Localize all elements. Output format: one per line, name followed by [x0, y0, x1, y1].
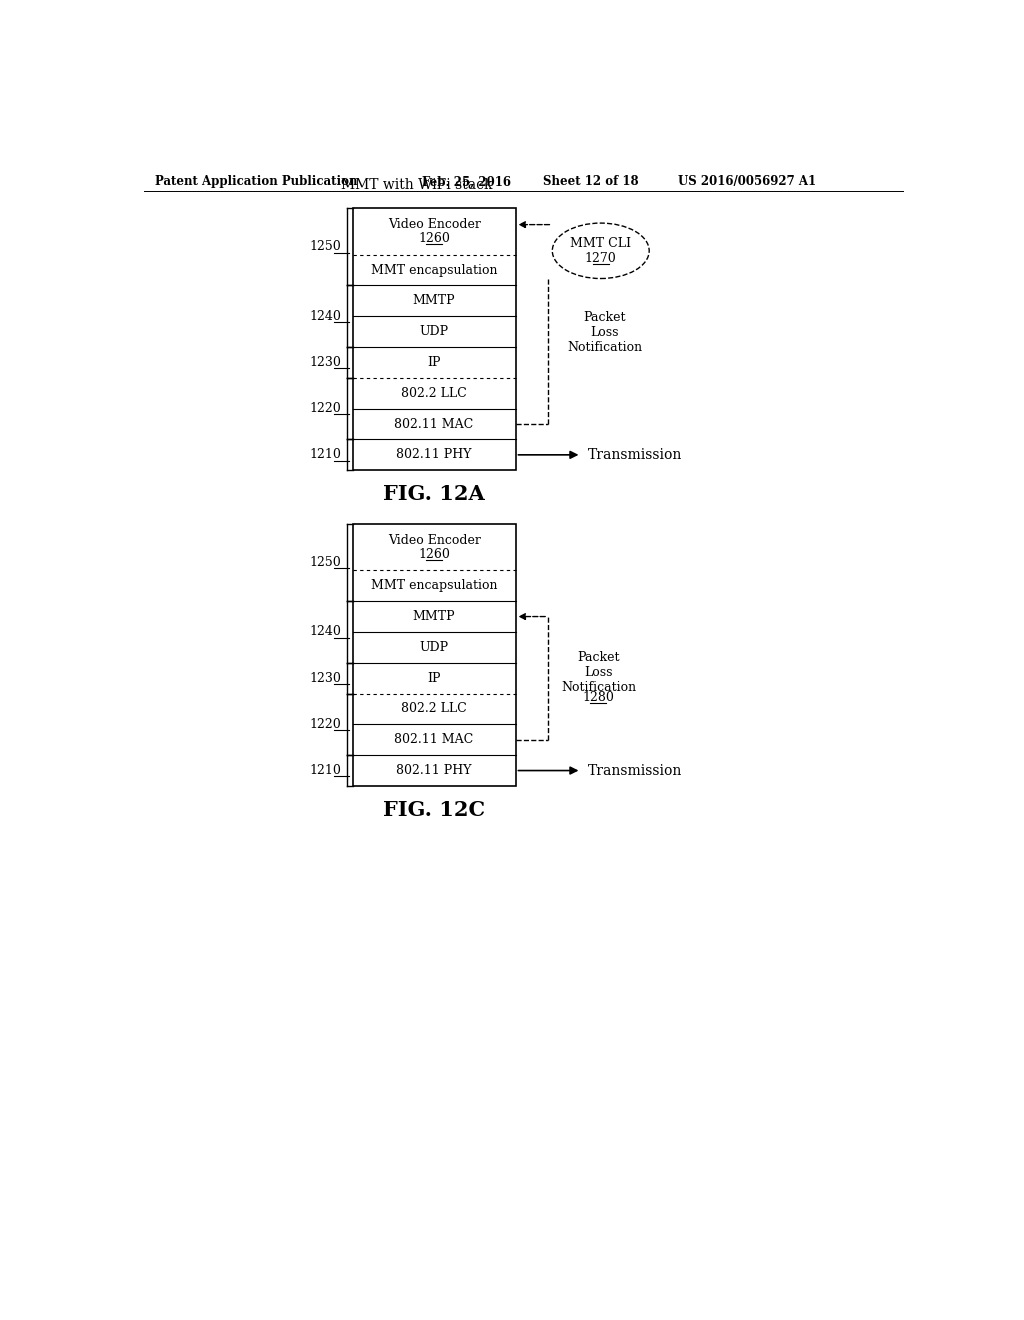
Text: 802.2 LLC: 802.2 LLC [401, 387, 467, 400]
Text: Video Encoder: Video Encoder [388, 533, 480, 546]
Text: 1250: 1250 [309, 240, 341, 253]
Text: Packet
Loss
Notification: Packet Loss Notification [561, 651, 636, 694]
Text: 802.11 PHY: 802.11 PHY [396, 449, 472, 462]
FancyBboxPatch shape [352, 209, 515, 470]
Text: 802.11 MAC: 802.11 MAC [394, 417, 474, 430]
Text: MMT CLI: MMT CLI [570, 236, 631, 249]
Text: US 2016/0056927 A1: US 2016/0056927 A1 [678, 176, 816, 189]
Text: FIG. 12A: FIG. 12A [383, 484, 485, 504]
Text: 802.2 LLC: 802.2 LLC [401, 702, 467, 715]
Text: 802.11 MAC: 802.11 MAC [394, 733, 474, 746]
Text: Transmission: Transmission [588, 763, 682, 777]
Text: 1210: 1210 [309, 764, 341, 777]
Ellipse shape [552, 223, 649, 279]
Text: 1250: 1250 [309, 556, 341, 569]
Text: Video Encoder: Video Encoder [388, 218, 480, 231]
Text: Packet
Loss
Notification: Packet Loss Notification [567, 310, 642, 354]
Text: UDP: UDP [420, 325, 449, 338]
Text: MMTP: MMTP [413, 610, 456, 623]
Text: Transmission: Transmission [588, 447, 682, 462]
FancyBboxPatch shape [352, 524, 515, 785]
Text: MMT encapsulation: MMT encapsulation [371, 264, 498, 277]
Text: 1270: 1270 [585, 252, 616, 265]
Text: 802.11 PHY: 802.11 PHY [396, 764, 472, 777]
Text: MMT with WiFi stack: MMT with WiFi stack [341, 177, 493, 191]
Text: 1220: 1220 [309, 718, 341, 731]
Text: FIG. 12C: FIG. 12C [383, 800, 485, 820]
Text: MMTP: MMTP [413, 294, 456, 308]
Text: MMT encapsulation: MMT encapsulation [371, 579, 498, 593]
Text: IP: IP [427, 672, 441, 685]
Text: 1230: 1230 [309, 356, 341, 370]
Text: 1230: 1230 [309, 672, 341, 685]
Text: 1260: 1260 [418, 548, 451, 561]
Text: 1280: 1280 [583, 690, 614, 704]
Text: 1210: 1210 [309, 449, 341, 462]
Text: Feb. 25, 2016: Feb. 25, 2016 [423, 176, 512, 189]
Text: Sheet 12 of 18: Sheet 12 of 18 [543, 176, 638, 189]
Text: 1240: 1240 [309, 310, 341, 323]
Text: 1220: 1220 [309, 403, 341, 416]
Text: Patent Application Publication: Patent Application Publication [155, 176, 357, 189]
Text: UDP: UDP [420, 640, 449, 653]
Text: IP: IP [427, 356, 441, 370]
Text: 1240: 1240 [309, 626, 341, 639]
Text: 1260: 1260 [418, 232, 451, 246]
